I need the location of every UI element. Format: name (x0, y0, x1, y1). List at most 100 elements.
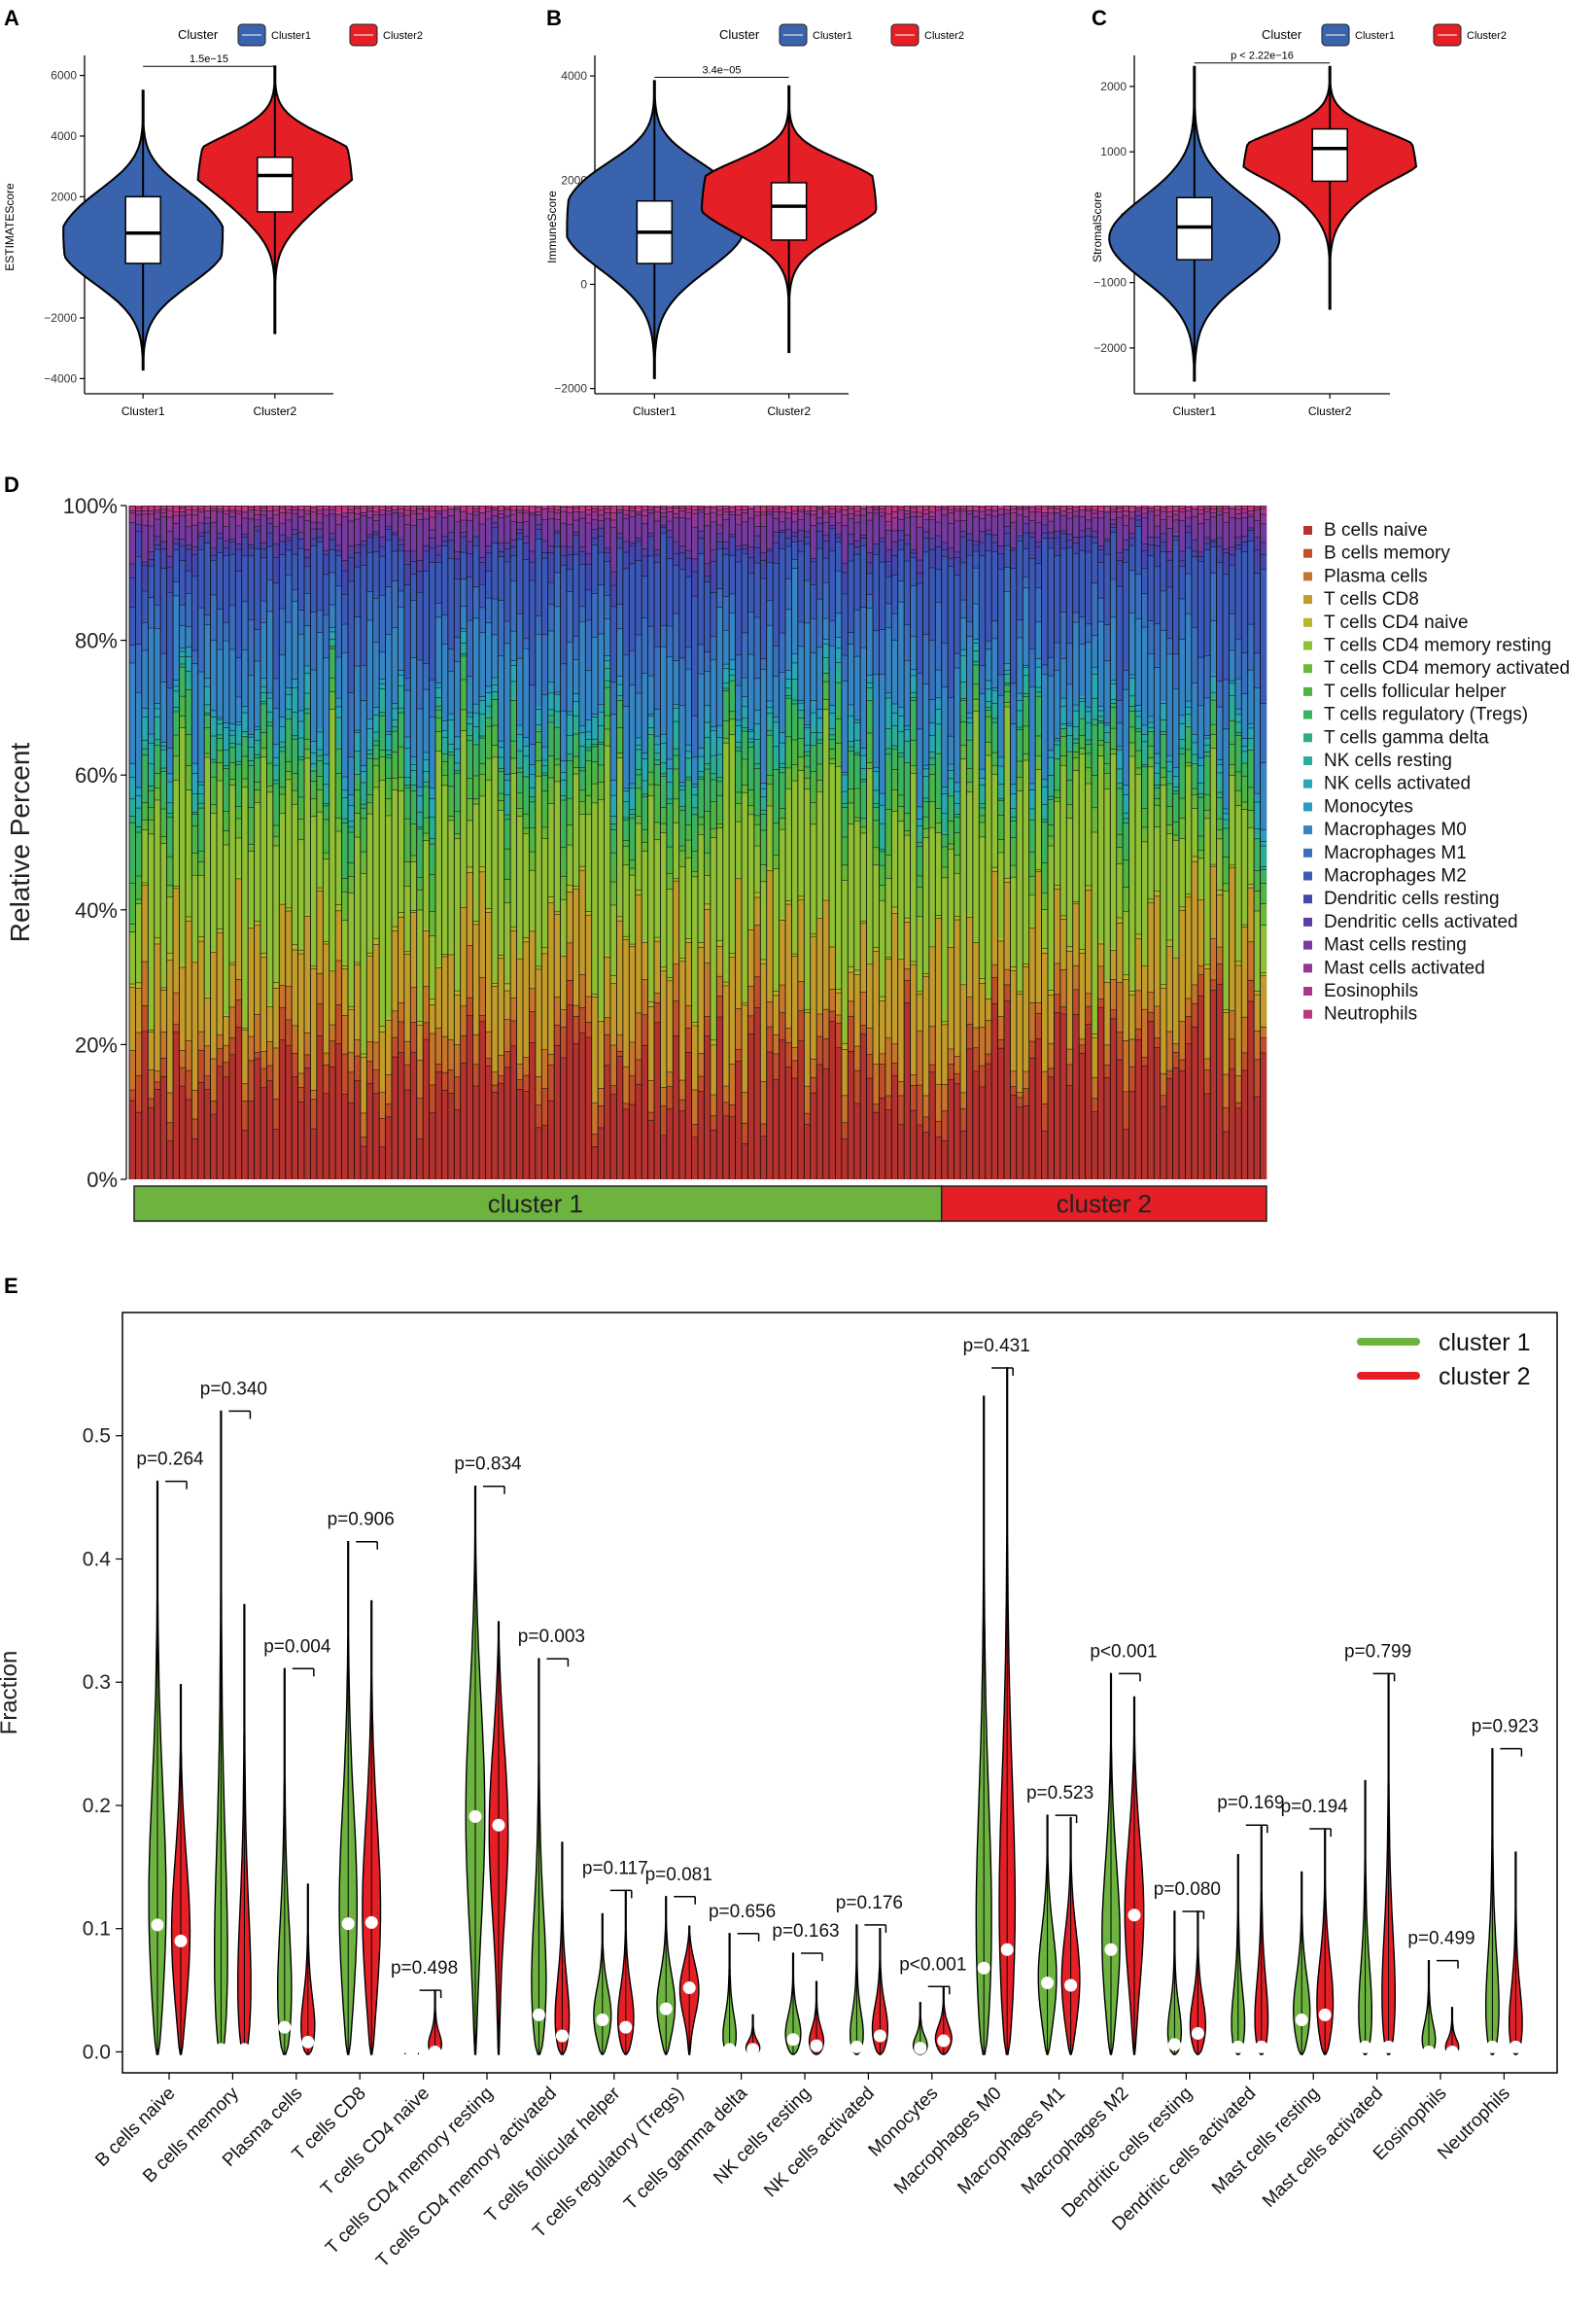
segment-5 (329, 709, 336, 970)
segment-6 (148, 820, 156, 834)
segment-5 (398, 790, 405, 913)
segment-0 (666, 1108, 674, 1179)
sample-bar (703, 506, 711, 1179)
segment-17 (310, 528, 318, 539)
y-tick-label: 6000 (51, 69, 77, 83)
segment-5 (204, 756, 211, 997)
segment-12 (423, 752, 430, 760)
segment-19 (392, 509, 399, 513)
segment-9 (698, 776, 705, 780)
segment-14 (660, 624, 668, 647)
segment-5 (272, 845, 280, 983)
segment-12 (254, 725, 261, 730)
segment-3 (698, 946, 705, 1054)
segment-13 (666, 655, 674, 759)
segment-4 (560, 955, 568, 957)
segment-18 (567, 523, 573, 546)
segment-9 (722, 687, 730, 691)
segment-2 (760, 1081, 768, 1124)
segment-17 (141, 561, 149, 566)
segment-18 (547, 518, 555, 546)
segment-17 (616, 533, 624, 538)
segment-6 (797, 756, 805, 771)
segment-9 (591, 743, 599, 747)
segment-6 (785, 767, 792, 788)
segment-10 (760, 796, 768, 810)
segment-1 (310, 1099, 318, 1129)
segment-15 (185, 570, 192, 594)
segment-12 (154, 703, 161, 709)
segment-0 (554, 1044, 561, 1179)
segment-2 (154, 1070, 161, 1082)
segment-8 (341, 823, 349, 879)
segment-13 (379, 651, 386, 680)
y-tick-label: 20% (75, 1033, 118, 1057)
segment-3 (403, 954, 411, 1041)
segment-9 (385, 754, 393, 757)
segment-9 (529, 796, 537, 802)
segment-18 (604, 518, 611, 548)
segment-7 (747, 789, 755, 806)
segment-15 (491, 543, 499, 599)
segment-19 (341, 512, 349, 517)
segment-11 (660, 743, 668, 763)
segment-10 (753, 738, 761, 764)
segment-19 (654, 511, 661, 521)
segment-0 (410, 1051, 418, 1179)
segment-21 (753, 506, 761, 512)
segment-16 (685, 558, 692, 577)
segment-0 (654, 1022, 661, 1179)
segment-1 (647, 1111, 655, 1121)
segment-18 (722, 519, 730, 543)
segment-18 (622, 517, 630, 542)
segment-8 (704, 768, 711, 812)
segment-13 (416, 708, 424, 788)
segment-3 (297, 953, 305, 1073)
segment-1 (710, 1115, 717, 1130)
segment-4 (372, 938, 380, 945)
segment-14 (510, 580, 517, 631)
segment-12 (185, 647, 192, 657)
segment-17 (666, 529, 674, 538)
segment-9 (578, 767, 586, 771)
segment-4 (467, 866, 473, 873)
segment-10 (316, 749, 324, 756)
segment-2 (503, 1019, 511, 1052)
segment-10 (773, 746, 780, 768)
segment-14 (472, 586, 480, 618)
segment-6 (260, 748, 267, 757)
segment-10 (523, 755, 530, 776)
segment-9 (598, 741, 605, 745)
segment-14 (797, 621, 805, 647)
segment-9 (316, 755, 324, 761)
segment-21 (685, 506, 692, 509)
segment-6 (779, 818, 786, 829)
segment-0 (567, 1004, 573, 1179)
segment-1 (654, 1002, 661, 1023)
segment-15 (472, 545, 480, 587)
segment-13 (510, 630, 517, 661)
segment-5 (179, 727, 187, 965)
segment-15 (797, 551, 805, 622)
segment-5 (228, 785, 236, 963)
segment-7 (329, 678, 336, 692)
segment-21 (410, 506, 418, 511)
segment-10 (747, 738, 755, 743)
sample-bar (666, 506, 674, 1179)
segment-1 (191, 1118, 199, 1138)
segment-11 (753, 723, 761, 739)
segment-12 (447, 713, 455, 720)
segment-17 (179, 539, 187, 545)
segment-18 (223, 526, 230, 541)
segment-5 (529, 869, 537, 930)
segment-21 (372, 506, 380, 512)
segment-0 (248, 1101, 255, 1179)
segment-13 (429, 716, 436, 788)
segment-9 (398, 707, 405, 713)
segment-18 (248, 518, 255, 544)
segment-7 (722, 720, 730, 738)
segment-5 (791, 780, 799, 954)
segment-6 (410, 855, 418, 861)
segment-19 (266, 510, 274, 518)
segment-10 (666, 782, 674, 799)
